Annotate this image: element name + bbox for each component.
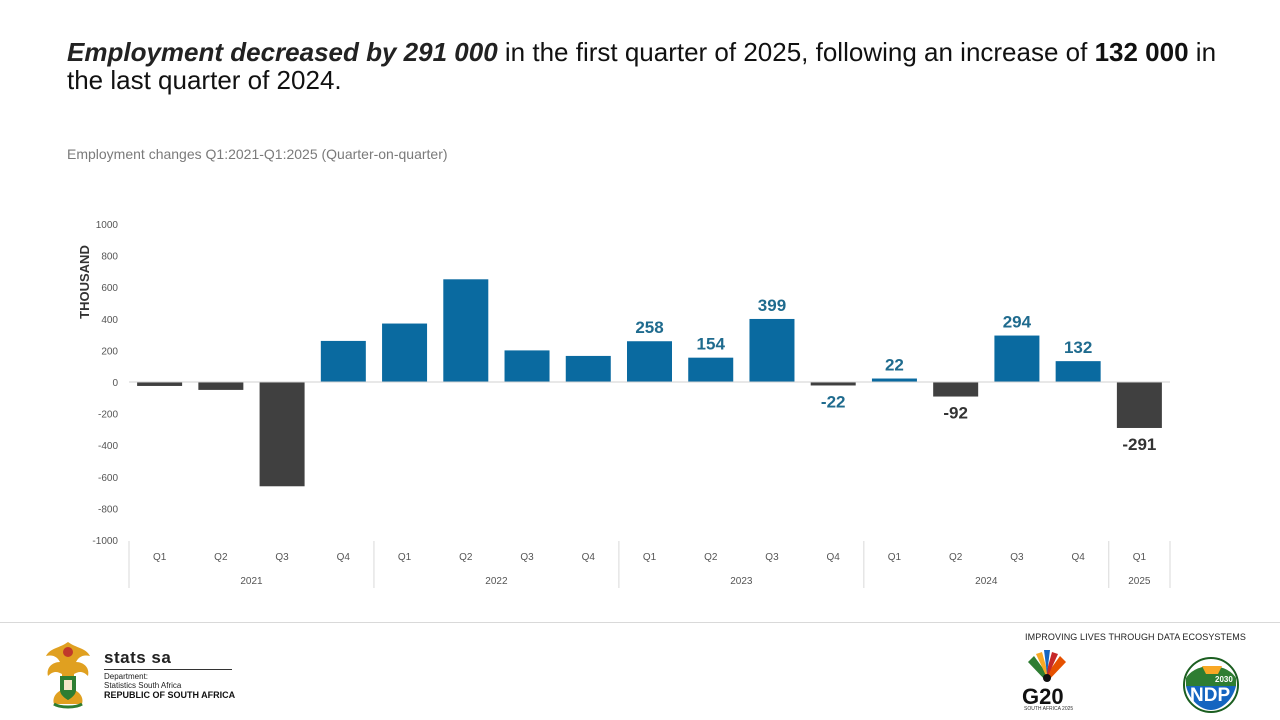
y-tick-label: 200 (101, 346, 118, 357)
org-rule (104, 669, 232, 670)
x-category-label: Q2 (949, 552, 963, 563)
bar-1 (198, 382, 244, 390)
y-tick-label: -800 (98, 504, 118, 515)
x-category-label: Q4 (1071, 552, 1085, 563)
footer-divider (0, 622, 1280, 623)
ndp-year-text: 2030 (1215, 675, 1233, 684)
bar-7 (565, 355, 611, 382)
department-line-2: Statistics South Africa (104, 681, 182, 690)
x-category-label: Q2 (214, 552, 228, 563)
data-label: -291 (1122, 435, 1156, 454)
coat-of-arms-logo (46, 642, 90, 709)
y-tick-label: 1000 (96, 220, 119, 231)
headline: Employment decreased by 291 000 in the f… (67, 38, 1247, 94)
y-axis-title: THOUSAND (77, 245, 92, 319)
data-label: -92 (943, 404, 968, 423)
y-tick-label: -200 (98, 410, 118, 421)
y-tick-label: -600 (98, 473, 118, 484)
y-tick-label: 600 (101, 283, 118, 294)
headline-value: 132 000 (1094, 37, 1189, 67)
y-tick-label: 800 (101, 252, 118, 263)
x-year-label: 2024 (975, 576, 998, 587)
x-category-label: Q1 (1133, 552, 1147, 563)
bar-8 (627, 341, 672, 382)
bar-9 (688, 357, 734, 382)
x-category-label: Q4 (582, 552, 596, 563)
x-category-label: Q1 (643, 552, 657, 563)
data-label: 154 (697, 335, 726, 354)
x-year-label: 2025 (1128, 576, 1151, 587)
data-label: 399 (758, 296, 786, 315)
x-category-label: Q3 (520, 552, 534, 563)
department-label: Department: Statistics South Africa (104, 672, 181, 690)
y-tick-label: 400 (101, 315, 118, 326)
g20-logo-text: G20 (1022, 684, 1064, 709)
bar-2 (259, 382, 305, 487)
headline-text-end: in the last quarter of 2024. (67, 37, 1217, 95)
bar-13 (933, 382, 979, 397)
bar-10 (749, 318, 795, 382)
g20-logo-subtext: SOUTH AFRICA 2025 (1024, 706, 1074, 712)
x-year-label: 2021 (240, 576, 263, 587)
x-category-label: Q1 (398, 552, 412, 563)
headline-emphasis: Employment decreased by 291 000 (67, 37, 498, 67)
country-label: REPUBLIC OF SOUTH AFRICA (104, 690, 236, 700)
x-category-label: Q2 (459, 552, 473, 563)
data-label: 22 (885, 356, 904, 375)
x-year-label: 2022 (485, 576, 508, 587)
x-category-label: Q3 (765, 552, 779, 563)
org-name: stats sa (104, 648, 172, 667)
bar-15 (1055, 361, 1101, 382)
x-year-label: 2023 (730, 576, 753, 587)
x-category-label: Q1 (153, 552, 167, 563)
bar-3 (320, 340, 366, 382)
bar-16 (1116, 382, 1162, 428)
x-category-label: Q3 (275, 552, 289, 563)
x-category-label: Q2 (704, 552, 718, 563)
g20-emblem (1028, 650, 1066, 682)
data-label: 258 (635, 318, 663, 337)
bar-11 (810, 382, 856, 386)
tagline: IMPROVING LIVES THROUGH DATA ECOSYSTEMS (1025, 632, 1246, 642)
department-line-1: Department: (104, 672, 149, 681)
y-tick-label: -400 (98, 441, 118, 452)
x-category-label: Q4 (337, 552, 351, 563)
headline-text: in the first quarter of 2025, following … (497, 37, 1095, 67)
ndp-logo-text: NDP (1190, 685, 1230, 706)
bar-0 (137, 382, 183, 386)
bar-6 (504, 350, 550, 382)
chart-subtitle: Employment changes Q1:2021-Q1:2025 (Quar… (67, 146, 448, 162)
data-label: -22 (821, 392, 846, 411)
y-tick-label: -1000 (92, 536, 118, 547)
bar-4 (382, 323, 428, 382)
data-label: 294 (1003, 313, 1032, 332)
bar-12 (871, 378, 917, 382)
bar-5 (443, 279, 489, 382)
employment-bar-chart: 1000 800 600 400 200 0 -200 -400 -600 -800 -1000 TH… (77, 220, 1171, 588)
x-category-label: Q4 (827, 552, 841, 563)
bar-14 (994, 335, 1040, 382)
ndp-logo: 2030 NDP (1183, 657, 1239, 713)
y-tick-label: 0 (112, 378, 118, 389)
x-category-label: Q3 (1010, 552, 1024, 563)
data-label: 132 (1064, 338, 1092, 357)
x-category-label: Q1 (888, 552, 902, 563)
